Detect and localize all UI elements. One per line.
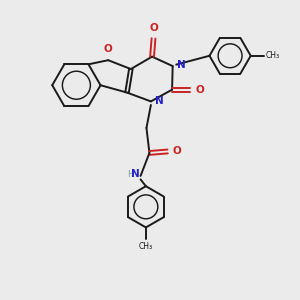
Text: O: O [196,85,204,94]
Text: O: O [173,146,182,157]
Text: N: N [176,60,185,70]
Text: H: H [127,170,134,179]
Text: CH₃: CH₃ [266,51,280,60]
Text: O: O [149,23,158,33]
Text: N: N [155,96,164,106]
Text: CH₃: CH₃ [139,242,153,250]
Text: N: N [131,169,140,179]
Text: O: O [103,44,112,54]
